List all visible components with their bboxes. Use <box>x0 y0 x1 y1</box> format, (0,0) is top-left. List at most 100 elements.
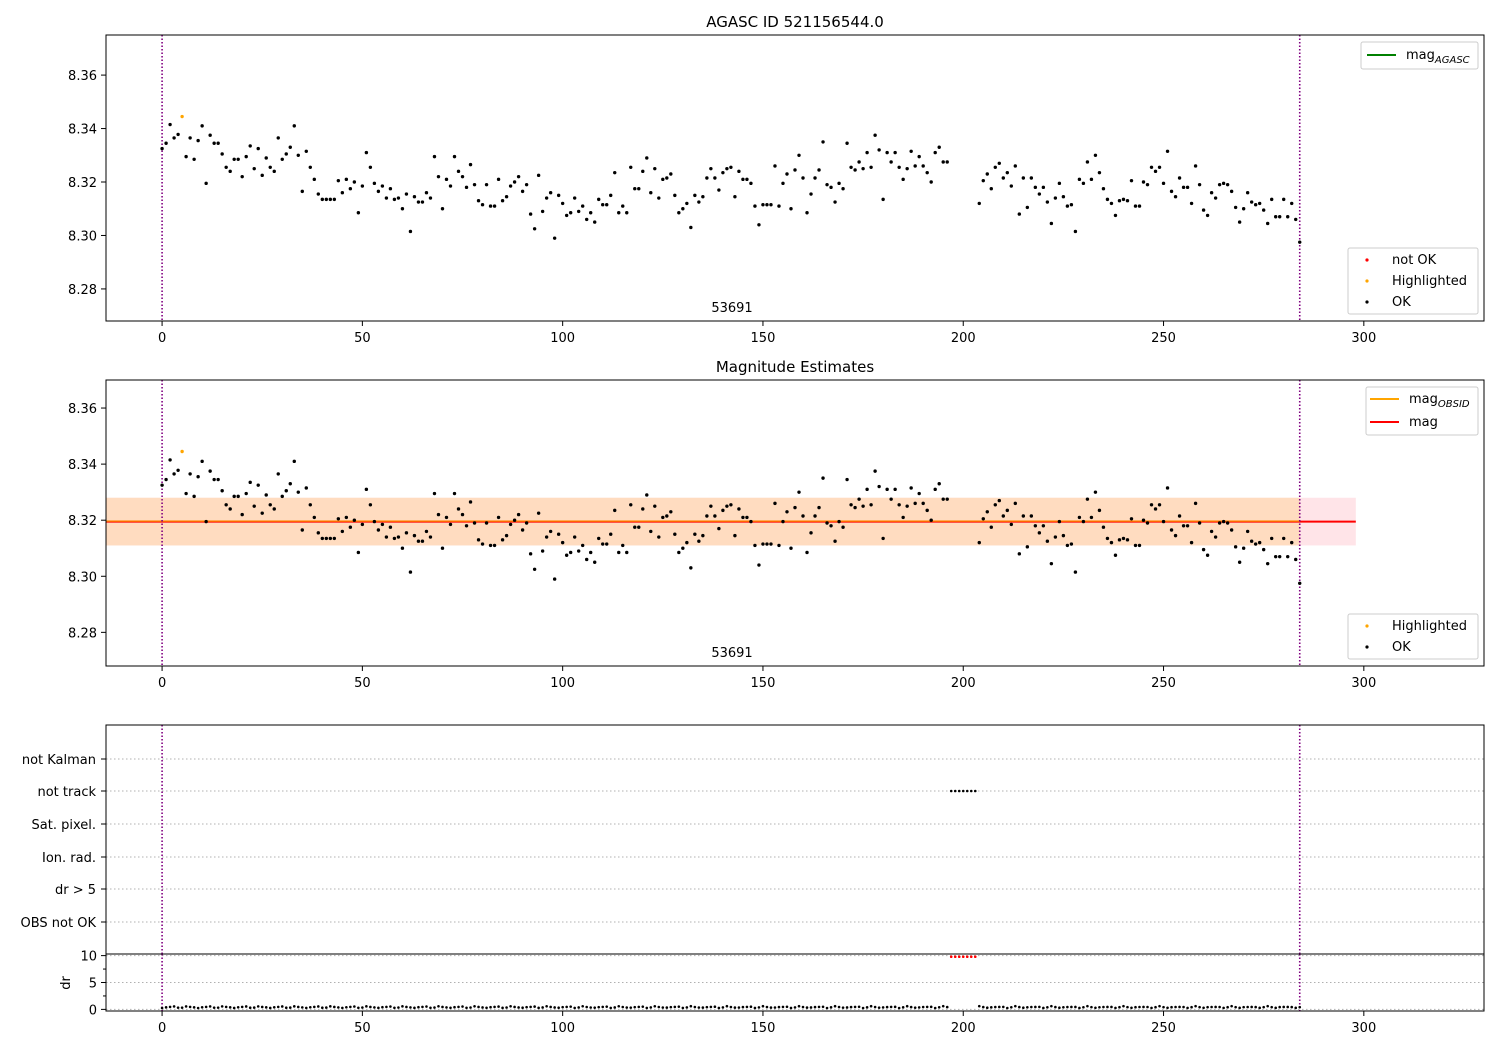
panel2-frame <box>105 379 1485 667</box>
ok-point <box>192 157 196 161</box>
ok-point <box>316 531 321 535</box>
ok-point <box>1065 204 1070 208</box>
dr-point <box>981 1005 985 1009</box>
dr-point <box>789 1006 793 1010</box>
ok-point <box>893 150 897 155</box>
ok-point <box>544 535 549 539</box>
dr-point <box>381 1005 384 1009</box>
ok-point <box>897 503 901 507</box>
ok-point <box>472 521 477 525</box>
ok-point <box>452 154 457 159</box>
dr-point <box>989 1006 993 1009</box>
dr-ticks: 10 5 0 <box>80 950 1484 1018</box>
dr-point <box>569 1005 572 1008</box>
ok-point <box>1294 557 1298 562</box>
panel1-title: AGASC ID 521156544.0 <box>706 13 884 31</box>
dr-point <box>985 1006 989 1009</box>
dr-point <box>296 1005 300 1009</box>
ok-point <box>797 490 801 494</box>
ok-point <box>224 165 228 170</box>
ok-point <box>248 144 252 148</box>
ok-point <box>605 542 609 546</box>
ok-point <box>1109 201 1114 206</box>
dr-point <box>1054 1005 1057 1009</box>
ok-point <box>1197 182 1202 187</box>
ok-point <box>1069 542 1074 546</box>
ok-point <box>360 522 365 527</box>
ok-point <box>1253 542 1258 546</box>
ok-point <box>817 505 821 510</box>
ok-point <box>673 193 677 198</box>
ok-point <box>1053 535 1058 539</box>
ok-point <box>941 160 945 164</box>
panel-agasc: AGASC ID 521156544.0 0 50 100 150 200 250 300 8… <box>68 13 1485 346</box>
ok-point <box>576 209 581 214</box>
dr-point <box>1038 1005 1041 1009</box>
dr-point <box>1266 1004 1269 1008</box>
dr-point <box>593 1006 597 1009</box>
dr-point <box>901 1006 905 1009</box>
ok-point <box>1165 149 1170 153</box>
dr-ytick-label: 5 <box>89 977 97 992</box>
dr-point <box>393 1006 396 1010</box>
dr-point <box>292 1005 296 1008</box>
dr-point <box>401 1005 404 1008</box>
panel2-obs-boundaries <box>161 380 1301 666</box>
dr-point <box>917 1006 921 1009</box>
dr-frame <box>105 953 1485 1012</box>
dr-point <box>721 1006 725 1009</box>
dr-point <box>341 1006 344 1010</box>
ok-point <box>352 180 357 184</box>
ok-point <box>993 165 997 170</box>
ok-point <box>813 176 817 180</box>
ok-point <box>913 501 917 506</box>
ok-point <box>1129 178 1134 183</box>
ok-point <box>332 197 337 202</box>
ok-point <box>789 546 793 550</box>
ok-point <box>989 186 993 191</box>
dr-point <box>777 1005 781 1009</box>
dr-point <box>781 1005 785 1009</box>
ok-point <box>324 536 329 541</box>
ok-point <box>1033 524 1038 528</box>
dr-point <box>365 1005 368 1008</box>
ok-point <box>841 525 845 529</box>
dr-point <box>369 1005 372 1009</box>
dr-point <box>873 1005 877 1009</box>
ok-point <box>1005 508 1010 513</box>
ok-point <box>677 550 681 555</box>
ok-point <box>873 133 877 137</box>
ok-point <box>372 181 377 186</box>
ok-point <box>1025 545 1030 549</box>
ok-point <box>272 169 276 174</box>
dr-point <box>288 1006 292 1009</box>
dr-point <box>1258 1006 1261 1010</box>
ok-point <box>472 182 477 187</box>
ok-point <box>617 211 621 215</box>
dr-point <box>220 1005 224 1008</box>
ok-point <box>1278 215 1282 219</box>
dr-point <box>557 1006 560 1009</box>
ok-point <box>1041 524 1046 528</box>
ok-point <box>825 182 829 187</box>
ok-point <box>292 459 296 464</box>
ok-point <box>721 170 725 175</box>
dr-point <box>773 1006 777 1009</box>
ok-point <box>613 170 617 175</box>
dr-point <box>565 1005 568 1009</box>
ok-point <box>320 536 325 541</box>
ok-point <box>1229 189 1234 194</box>
ok-point <box>364 487 369 492</box>
ok-point <box>881 536 885 541</box>
ok-point <box>1286 215 1290 219</box>
ok-point <box>556 532 561 536</box>
ok-point <box>745 515 749 520</box>
ok-point <box>1298 240 1302 244</box>
not-track-point <box>953 789 957 793</box>
dr-point <box>885 1005 889 1009</box>
ok-point <box>1265 221 1270 226</box>
ok-point <box>508 184 513 188</box>
dr-point <box>673 1005 677 1009</box>
ok-point <box>448 522 453 527</box>
dr-point <box>749 1005 753 1009</box>
